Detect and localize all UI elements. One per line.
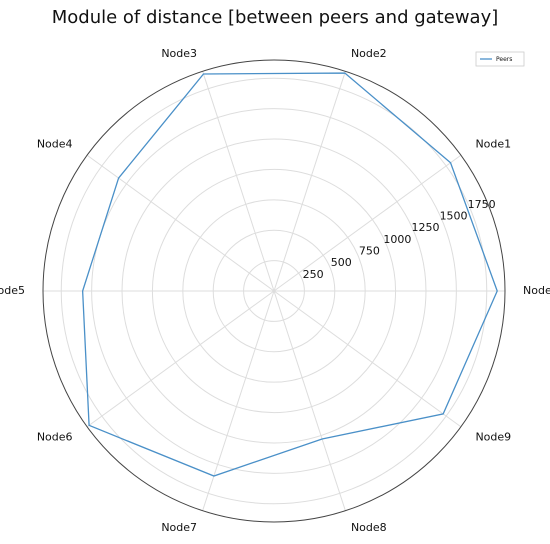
r-tick-label: 1250 bbox=[411, 221, 439, 234]
r-tick-label: 1000 bbox=[383, 233, 411, 246]
r-tick-label: 1500 bbox=[440, 210, 468, 223]
spoke bbox=[202, 71, 275, 292]
spoke bbox=[202, 290, 275, 511]
category-label: Node7 bbox=[161, 521, 197, 534]
category-label: Node3 bbox=[161, 47, 197, 60]
series-line bbox=[81, 72, 498, 477]
category-label: Node6 bbox=[37, 430, 73, 443]
category-label: Node5 bbox=[0, 284, 25, 297]
spoke bbox=[273, 290, 346, 511]
r-tick-label: 1750 bbox=[468, 198, 496, 211]
category-label: Node9 bbox=[475, 430, 511, 443]
legend-label: Peers bbox=[496, 56, 512, 63]
r-tick-label: 750 bbox=[359, 245, 380, 258]
category-label: Node2 bbox=[351, 47, 387, 60]
r-tick-label: 250 bbox=[303, 268, 324, 281]
outer-ring bbox=[42, 59, 506, 523]
spoke bbox=[86, 290, 275, 428]
spoke bbox=[86, 154, 275, 292]
category-label: Node8 bbox=[351, 521, 387, 534]
legend-box bbox=[475, 51, 525, 67]
chart-title: Module of distance [between peers and ga… bbox=[52, 7, 499, 28]
category-label: Node1 bbox=[475, 138, 511, 151]
spoke bbox=[273, 290, 462, 428]
category-label: Node0 bbox=[523, 284, 550, 297]
category-label: Node4 bbox=[37, 138, 73, 151]
r-tick-label: 500 bbox=[331, 256, 352, 269]
spoke bbox=[273, 71, 346, 292]
spoke bbox=[273, 154, 462, 292]
